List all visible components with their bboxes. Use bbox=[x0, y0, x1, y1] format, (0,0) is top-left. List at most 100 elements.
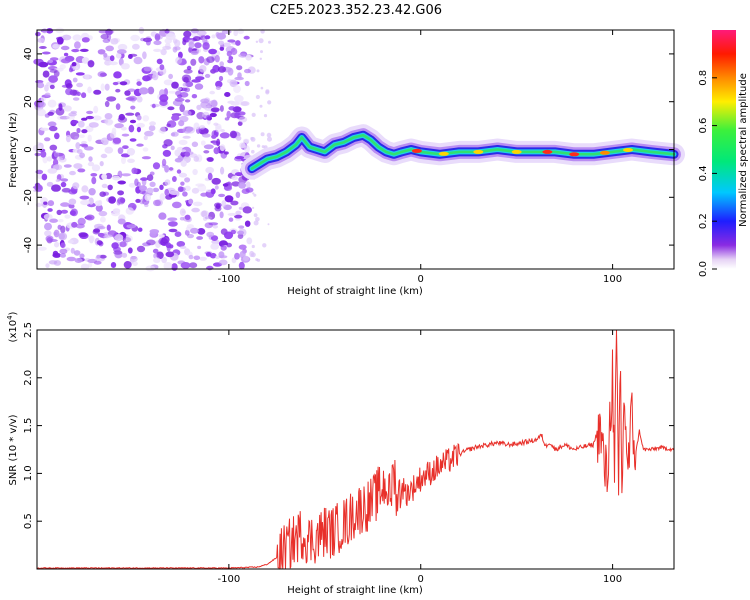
noise-cell bbox=[200, 140, 206, 146]
noise-cell bbox=[61, 34, 72, 41]
noise-cell bbox=[90, 173, 98, 177]
noise-cell bbox=[121, 133, 130, 137]
noise-cell bbox=[161, 158, 167, 167]
noise-cell bbox=[171, 263, 178, 271]
noise-cell bbox=[153, 199, 161, 207]
noise-cell bbox=[197, 245, 202, 250]
noise-cell bbox=[104, 100, 110, 108]
noise-cell bbox=[240, 101, 250, 107]
noise-cell bbox=[129, 256, 138, 262]
noise-cell bbox=[235, 40, 241, 46]
noise-cell bbox=[108, 61, 118, 66]
noise-cell bbox=[186, 65, 192, 71]
noise-cell bbox=[260, 50, 263, 54]
noise-cell bbox=[47, 208, 53, 212]
noise-cell bbox=[208, 48, 218, 55]
noise-cell bbox=[88, 188, 96, 196]
ridge-hotspot bbox=[473, 149, 484, 154]
noise-cell bbox=[37, 37, 45, 43]
noise-cell bbox=[63, 52, 69, 57]
noise-cell bbox=[175, 56, 183, 64]
noise-cell bbox=[128, 124, 135, 133]
noise-cell bbox=[92, 115, 102, 121]
noise-cell bbox=[47, 200, 55, 207]
noise-cell bbox=[198, 56, 205, 64]
noise-cell bbox=[196, 236, 204, 240]
noise-cell bbox=[238, 225, 245, 229]
noise-cell bbox=[180, 181, 185, 186]
noise-cell bbox=[112, 137, 121, 144]
noise-cell bbox=[76, 149, 83, 154]
noise-cell bbox=[243, 138, 250, 143]
noise-cell bbox=[224, 151, 229, 155]
noise-cell bbox=[256, 69, 260, 73]
noise-cell bbox=[132, 43, 140, 50]
noise-cell bbox=[206, 157, 214, 162]
ridge-hotspot bbox=[623, 148, 633, 152]
noise-cell bbox=[73, 250, 81, 256]
noise-cell bbox=[149, 181, 156, 187]
noise-cell bbox=[171, 201, 182, 209]
noise-cell bbox=[203, 144, 214, 150]
noise-cell bbox=[191, 207, 200, 213]
noise-cell bbox=[206, 231, 215, 238]
noise-cell bbox=[133, 56, 143, 65]
noise-cell bbox=[189, 262, 198, 269]
noise-cell bbox=[158, 212, 167, 220]
noise-cell bbox=[60, 253, 66, 258]
noise-cell bbox=[114, 234, 124, 241]
noise-cell bbox=[244, 68, 251, 74]
noise-cell bbox=[125, 207, 134, 215]
noise-cell bbox=[233, 29, 239, 37]
noise-cell bbox=[85, 115, 94, 120]
noise-cell bbox=[79, 195, 90, 200]
noise-cell bbox=[58, 232, 68, 241]
noise-cell bbox=[60, 45, 70, 51]
noise-cell bbox=[174, 157, 183, 163]
noise-cell bbox=[72, 182, 80, 190]
noise-cell bbox=[204, 216, 213, 220]
figure-title: C2E5.2023.352.23.42.G06 bbox=[270, 3, 442, 18]
noise-cell bbox=[220, 245, 227, 251]
noise-cell bbox=[184, 177, 191, 183]
noise-cell bbox=[120, 63, 130, 70]
noise-cell bbox=[46, 28, 54, 34]
noise-cell bbox=[127, 247, 133, 254]
noise-cell bbox=[97, 71, 107, 78]
noise-cell bbox=[256, 144, 261, 148]
noise-cell bbox=[242, 206, 252, 214]
noise-cell bbox=[204, 73, 211, 78]
noise-cell bbox=[72, 97, 80, 101]
snr-panel: -100 0 100 0.5 1.0 1.5 2.0 2.5 Height of strai… bbox=[6, 311, 675, 596]
noise-cell bbox=[81, 57, 90, 64]
noise-cell bbox=[55, 179, 60, 183]
noise-cell bbox=[231, 175, 238, 181]
colorbar-label: Normalized spectral amplitude bbox=[738, 73, 749, 227]
noise-cell bbox=[49, 144, 58, 151]
noise-cell bbox=[46, 156, 53, 162]
noise-cell bbox=[196, 104, 202, 110]
noise-cell bbox=[230, 200, 239, 206]
noise-cell bbox=[205, 252, 212, 257]
noise-cell bbox=[195, 183, 205, 187]
snr-multiplier-exponent: 4 bbox=[6, 315, 14, 320]
noise-cell bbox=[238, 182, 247, 189]
noise-cell bbox=[149, 121, 157, 126]
noise-cell bbox=[88, 156, 93, 162]
noise-cell bbox=[215, 80, 223, 88]
noise-cell bbox=[75, 142, 81, 150]
noise-cell bbox=[47, 99, 57, 108]
noise-cell bbox=[47, 111, 54, 116]
noise-cell bbox=[117, 190, 124, 196]
snr-multiplier-prefix: (x10 bbox=[8, 320, 19, 343]
noise-cell bbox=[112, 81, 119, 86]
noise-cell bbox=[186, 224, 194, 229]
snr-x-ticks: -100 0 100 bbox=[218, 330, 622, 585]
noise-cell bbox=[66, 256, 77, 262]
noise-cell bbox=[183, 76, 189, 83]
noise-cell bbox=[128, 182, 137, 188]
noise-cell bbox=[228, 56, 234, 61]
noise-cell bbox=[214, 55, 220, 63]
noise-cell bbox=[117, 147, 124, 155]
noise-cell bbox=[130, 34, 140, 42]
